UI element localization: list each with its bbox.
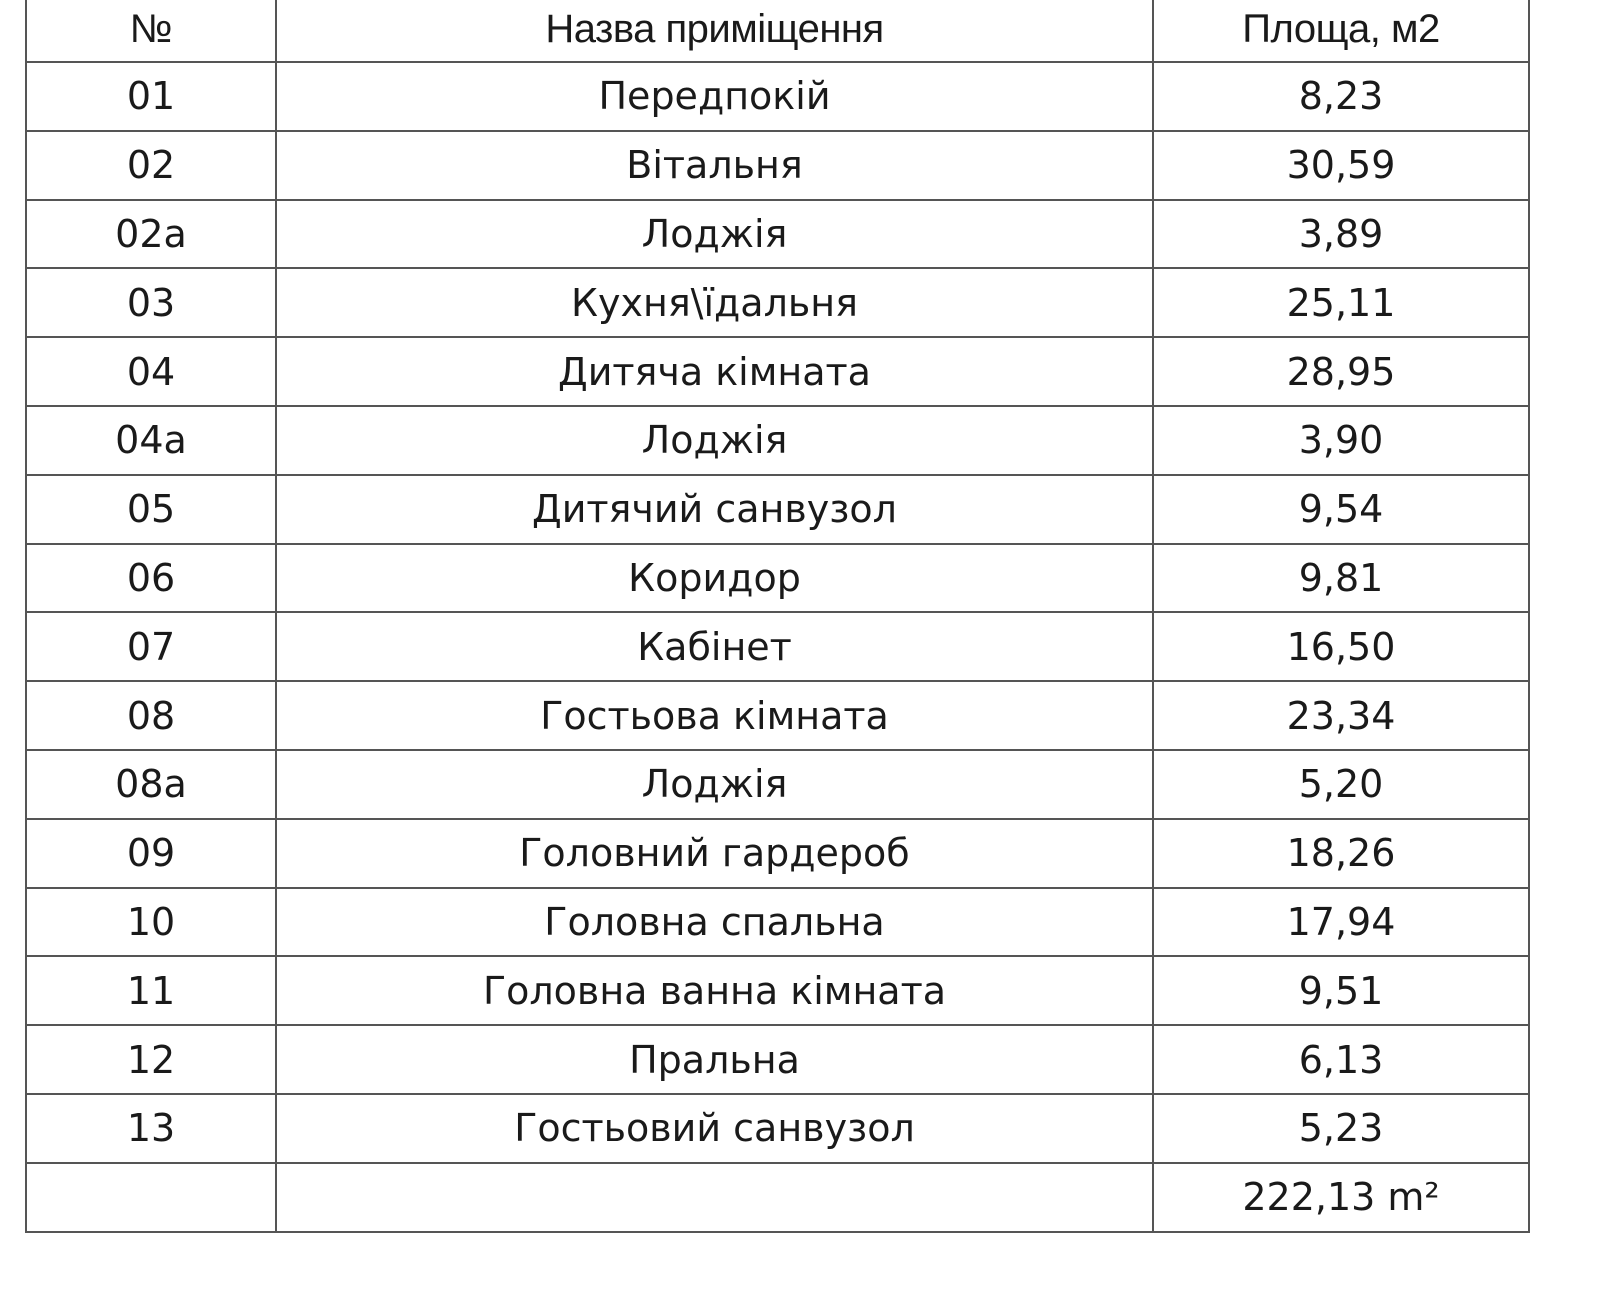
cell-name: Передпокій [275, 61, 1154, 132]
cell-area: 6,13 [1152, 1024, 1530, 1095]
header-area: Площа, м2 [1152, 0, 1530, 63]
cell-number: 02а [25, 198, 277, 270]
total-name [275, 1161, 1154, 1233]
cell-name: Вітальня [275, 129, 1154, 201]
cell-name: Пральна [275, 1024, 1154, 1095]
cell-name: Дитячий санвузол [275, 473, 1154, 545]
table-row: 01 Передпокій 8,23 [25, 61, 1530, 132]
cell-area: 3,90 [1152, 404, 1530, 476]
cell-number: 12 [25, 1024, 277, 1095]
cell-number: 05 [25, 473, 277, 545]
header-name: Назва приміщення [275, 0, 1154, 63]
table-row: 08 Гостьова кімната 23,34 [25, 680, 1530, 751]
table-row: 07 Кабінет 16,50 [25, 611, 1530, 683]
cell-area: 5,23 [1152, 1092, 1530, 1164]
cell-name: Головна спальна [275, 886, 1154, 958]
cell-area: 9,81 [1152, 542, 1530, 614]
cell-name: Гостьовий санвузол [275, 1092, 1154, 1164]
cell-number: 11 [25, 955, 277, 1027]
header-row: № Назва приміщення Площа, м2 [25, 0, 1530, 63]
table-row: 10 Головна спальна 17,94 [25, 886, 1530, 958]
total-area: 222,13 m² [1152, 1161, 1530, 1233]
cell-area: 9,51 [1152, 955, 1530, 1027]
table-row: 04а Лоджія 3,90 [25, 404, 1530, 476]
cell-name: Лоджія [275, 748, 1154, 820]
table-row: 11 Головна ванна кімната 9,51 [25, 955, 1530, 1027]
cell-area: 23,34 [1152, 680, 1530, 751]
cell-number: 09 [25, 817, 277, 889]
cell-name: Кабінет [275, 611, 1154, 683]
cell-number: 10 [25, 886, 277, 958]
total-row: 222,13 m² [25, 1161, 1530, 1233]
cell-name: Головна ванна кімната [275, 955, 1154, 1027]
table-row: 13 Гостьовий санвузол 5,23 [25, 1092, 1530, 1164]
table-row: 05 Дитячий санвузол 9,54 [25, 473, 1530, 545]
cell-area: 3,89 [1152, 198, 1530, 270]
cell-number: 08а [25, 748, 277, 820]
cell-name: Головний гардероб [275, 817, 1154, 889]
cell-area: 30,59 [1152, 129, 1530, 201]
table-row: 03 Кухня\їдальня 25,11 [25, 267, 1530, 339]
cell-area: 8,23 [1152, 61, 1530, 132]
cell-number: 02 [25, 129, 277, 201]
table-row: 09 Головний гардероб 18,26 [25, 817, 1530, 889]
cell-number: 08 [25, 680, 277, 751]
cell-area: 18,26 [1152, 817, 1530, 889]
total-number [25, 1161, 277, 1233]
cell-number: 01 [25, 61, 277, 132]
cell-name: Лоджія [275, 404, 1154, 476]
table-row: 02а Лоджія 3,89 [25, 198, 1530, 270]
table-row: 12 Пральна 6,13 [25, 1024, 1530, 1095]
cell-number: 03 [25, 267, 277, 339]
cell-name: Гостьова кімната [275, 680, 1154, 751]
cell-area: 17,94 [1152, 886, 1530, 958]
cell-number: 13 [25, 1092, 277, 1164]
cell-area: 25,11 [1152, 267, 1530, 339]
cell-name: Лоджія [275, 198, 1154, 270]
cell-area: 9,54 [1152, 473, 1530, 545]
cell-name: Дитяча кімната [275, 336, 1154, 407]
table-row: 08а Лоджія 5,20 [25, 748, 1530, 820]
table-row: 02 Вітальня 30,59 [25, 129, 1530, 201]
cell-area: 28,95 [1152, 336, 1530, 407]
cell-area: 16,50 [1152, 611, 1530, 683]
header-number: № [25, 0, 277, 63]
cell-name: Коридор [275, 542, 1154, 614]
cell-number: 07 [25, 611, 277, 683]
room-area-table: № Назва приміщення Площа, м2 01 Передпокі… [25, 0, 1530, 1233]
table-row: 04 Дитяча кімната 28,95 [25, 336, 1530, 407]
cell-number: 04а [25, 404, 277, 476]
cell-number: 06 [25, 542, 277, 614]
table-row: 06 Коридор 9,81 [25, 542, 1530, 614]
cell-area: 5,20 [1152, 748, 1530, 820]
cell-number: 04 [25, 336, 277, 407]
cell-name: Кухня\їдальня [275, 267, 1154, 339]
